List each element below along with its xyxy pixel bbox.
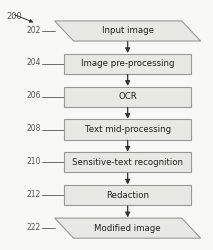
Bar (64, 54, 191, 74)
Bar (64, 185, 191, 205)
Text: 222: 222 (27, 223, 41, 232)
Bar (64, 87, 191, 107)
Text: Text mid-processing: Text mid-processing (85, 125, 171, 134)
Text: 212: 212 (27, 190, 41, 199)
Text: 210: 210 (27, 157, 41, 166)
Text: 208: 208 (27, 124, 41, 133)
Text: OCR: OCR (118, 92, 137, 101)
Bar (64, 120, 191, 140)
Text: 206: 206 (26, 91, 41, 100)
Bar (64, 152, 191, 172)
Text: Image pre-processing: Image pre-processing (81, 59, 174, 68)
Text: 204: 204 (26, 58, 41, 68)
Polygon shape (55, 21, 201, 41)
Text: Input image: Input image (102, 26, 154, 36)
Text: Redaction: Redaction (106, 191, 149, 200)
Text: Sensitive-text recognition: Sensitive-text recognition (72, 158, 183, 167)
Text: 200: 200 (6, 12, 22, 20)
Polygon shape (55, 218, 201, 238)
Text: 202: 202 (27, 26, 41, 35)
Text: Modified image: Modified image (94, 224, 161, 232)
